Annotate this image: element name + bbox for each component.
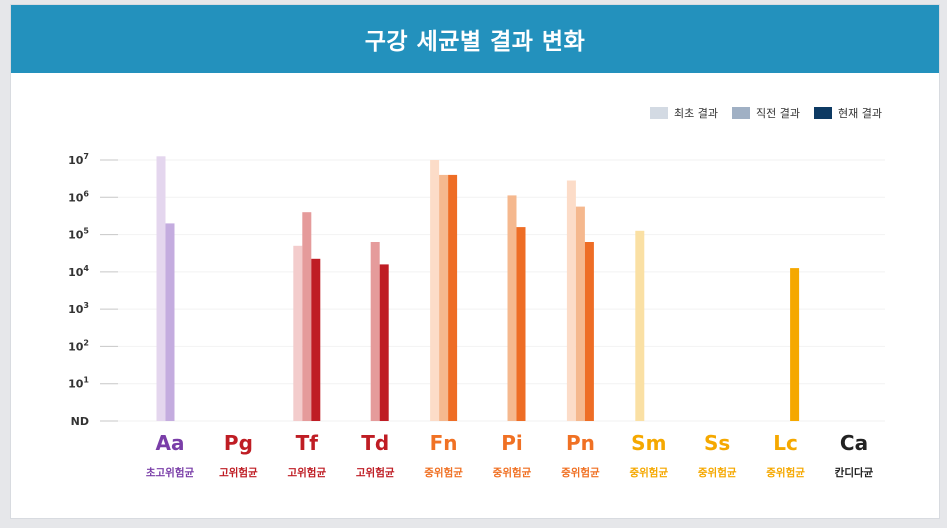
category-label: Lc bbox=[773, 431, 798, 455]
bar-aa-previous bbox=[165, 223, 175, 421]
bar-pn-first bbox=[566, 180, 576, 421]
category-pi: Pi 중위험균 bbox=[493, 195, 532, 479]
bar-lc-current bbox=[790, 268, 800, 421]
category-label: Ca bbox=[840, 431, 868, 455]
category-tf: Tf 고위험균 bbox=[287, 212, 326, 479]
bar-fn-previous bbox=[439, 174, 449, 421]
legend-item: 최초 결과 bbox=[650, 107, 718, 120]
page-title: 구강 세균별 결과 변화 bbox=[364, 29, 586, 55]
bar-fn-current bbox=[448, 174, 458, 421]
legend-label: 현재 결과 bbox=[838, 107, 882, 120]
bar-tf-first bbox=[293, 245, 303, 421]
bar-pi-previous bbox=[507, 195, 517, 421]
category-sm: Sm 중위험균 bbox=[629, 230, 668, 479]
risk-group-label: 중위험균 bbox=[629, 466, 668, 479]
category-label: Td bbox=[361, 431, 389, 455]
category-label: Sm bbox=[631, 431, 666, 455]
category-label: Fn bbox=[430, 431, 458, 455]
risk-group-label: 중위험균 bbox=[493, 466, 532, 479]
category-ca: Ca 칸디다균 bbox=[835, 431, 874, 479]
risk-group-label: 고위험균 bbox=[219, 466, 258, 479]
bar-tf-current bbox=[311, 258, 321, 421]
category-pg: Pg 고위험균 bbox=[219, 431, 258, 479]
risk-group-label: 중위험균 bbox=[424, 466, 463, 479]
risk-group-label: 고위험균 bbox=[356, 466, 395, 479]
bar-aa-first bbox=[156, 156, 166, 422]
category-td: Td 고위험균 bbox=[356, 242, 395, 479]
y-tick-label: 107 bbox=[68, 152, 89, 167]
legend-item: 현재 결과 bbox=[814, 107, 882, 120]
y-tick-label: 103 bbox=[68, 301, 89, 316]
risk-group-label: 초고위험균 bbox=[146, 466, 195, 479]
y-tick-label: ND bbox=[71, 415, 89, 428]
category-pn: Pn 중위험균 bbox=[561, 180, 600, 479]
bar-fn-first bbox=[430, 160, 440, 421]
bar-pi-current bbox=[516, 227, 526, 421]
category-label: Pg bbox=[224, 431, 253, 455]
bar-pn-previous bbox=[575, 206, 585, 421]
risk-group-label: 중위험균 bbox=[561, 466, 600, 479]
category-ss: Ss 중위험균 bbox=[698, 431, 737, 479]
legend-label: 최초 결과 bbox=[674, 107, 718, 120]
bar-pn-current bbox=[584, 242, 594, 421]
legend-swatch bbox=[814, 107, 832, 119]
category-label: Aa bbox=[156, 431, 185, 455]
category-label: Pn bbox=[566, 431, 595, 455]
legend-swatch bbox=[650, 107, 668, 119]
header-bar: 구강 세균별 결과 변화 bbox=[11, 5, 939, 73]
legend-swatch bbox=[732, 107, 750, 119]
y-tick-label: 105 bbox=[68, 227, 89, 242]
category-aa: Aa 초고위험균 bbox=[146, 156, 195, 479]
y-tick-label: 101 bbox=[68, 376, 89, 391]
category-label: Ss bbox=[704, 431, 730, 455]
category-fn: Fn 중위험균 bbox=[424, 160, 463, 479]
category-lc: Lc 중위험균 bbox=[766, 268, 805, 479]
legend-label: 직전 결과 bbox=[756, 107, 800, 120]
bar-td-previous bbox=[370, 242, 380, 421]
category-label: Pi bbox=[501, 431, 523, 455]
legend-item: 직전 결과 bbox=[732, 107, 800, 120]
bar-tf-previous bbox=[302, 212, 312, 421]
category-label: Tf bbox=[296, 431, 319, 455]
risk-group-label: 중위험균 bbox=[766, 466, 805, 479]
risk-group-label: 중위험균 bbox=[698, 466, 737, 479]
risk-group-label: 칸디다균 bbox=[835, 466, 874, 479]
bar-sm-first bbox=[635, 230, 645, 421]
y-tick-label: 104 bbox=[68, 264, 89, 279]
y-tick-label: 102 bbox=[68, 338, 89, 353]
y-tick-label: 106 bbox=[68, 189, 89, 204]
risk-group-label: 고위험균 bbox=[287, 466, 326, 479]
bar-td-current bbox=[379, 264, 389, 421]
